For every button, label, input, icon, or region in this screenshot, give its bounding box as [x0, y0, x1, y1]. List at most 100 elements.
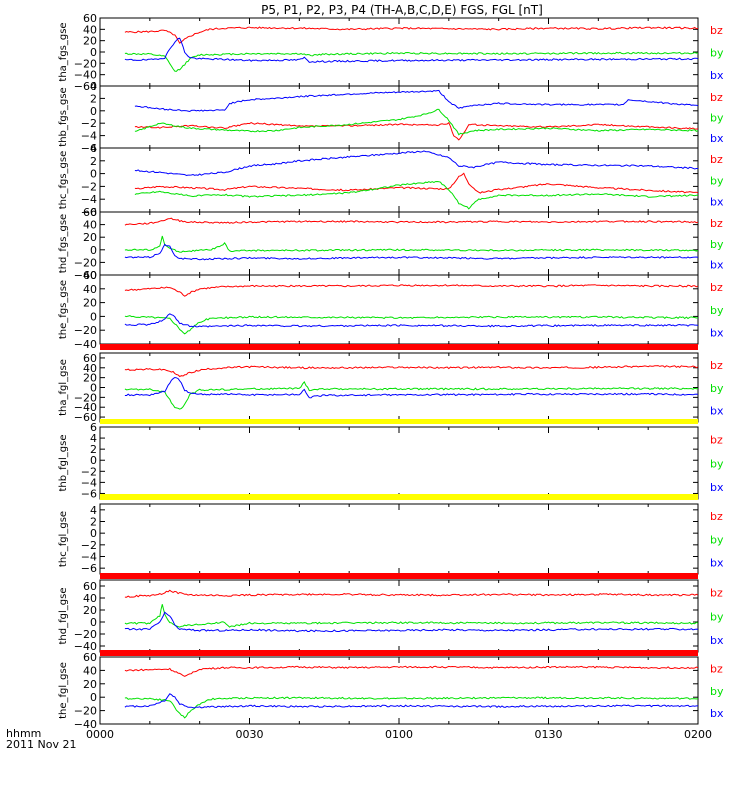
y-tick-label: 0 [90, 244, 97, 257]
x-tick-label: 0200 [684, 728, 712, 741]
y-tick-label: 4 [90, 80, 97, 93]
y-tick-label: 6 [90, 421, 97, 434]
x-tick-label: 0030 [236, 728, 264, 741]
y-tick-label: −6 [81, 562, 97, 575]
panel-frame [99, 352, 699, 423]
y-tick-label: 0 [90, 105, 97, 118]
legend-bz: bz [710, 663, 723, 676]
series-bz [124, 26, 698, 44]
panel-ylabel: thd_fgs_gse [58, 214, 69, 273]
legend-by: by [710, 174, 724, 187]
y-tick-label: 40 [83, 283, 97, 296]
y-tick-label: −6 [81, 142, 97, 155]
y-tick-label: −4 [81, 476, 97, 489]
plot-title: P5, P1, P2, P3, P4 (TH-A,B,C,D,E) FGS, F… [261, 3, 543, 17]
y-tick-label: −2 [81, 117, 97, 130]
series-bz [124, 665, 698, 677]
y-tick-label: 20 [83, 297, 97, 310]
y-tick-label: 20 [83, 35, 97, 48]
y-tick-label: 2 [90, 516, 97, 529]
series-bz [134, 172, 698, 194]
series-by [124, 380, 698, 410]
series-bz [134, 121, 698, 141]
y-tick-label: 40 [83, 219, 97, 232]
y-tick-label: 40 [83, 664, 97, 677]
panel-ylabel: tha_fgs_gse [58, 22, 69, 81]
legend-by: by [710, 238, 724, 251]
y-tick-label: −60 [74, 80, 97, 93]
y-tick-label: −20 [74, 628, 97, 641]
y-tick-label: −40 [74, 338, 97, 351]
series-bx [124, 376, 698, 399]
panel-ylabel: thb_fgl_gse [58, 435, 69, 492]
series-bz [124, 589, 698, 598]
y-tick-label: −40 [74, 401, 97, 414]
y-tick-label: 0 [90, 527, 97, 540]
legend-bz: bz [710, 510, 723, 523]
panel-frame [99, 147, 699, 213]
legend-bz: bz [710, 217, 723, 230]
y-tick-label: 0 [90, 310, 97, 323]
legend-by: by [710, 457, 724, 470]
series-bx [124, 243, 698, 261]
y-tick-label: −2 [81, 539, 97, 552]
panel-frame [99, 85, 699, 149]
series-by [134, 180, 698, 210]
y-tick-label: −2 [81, 465, 97, 478]
y-tick-label: 20 [83, 678, 97, 691]
y-tick-label: 2 [90, 155, 97, 168]
legend-by: by [710, 111, 724, 124]
legend-by: by [710, 533, 724, 546]
x-tick-label: 0130 [535, 728, 563, 741]
legend-by: by [710, 304, 724, 317]
legend-bz: bz [710, 91, 723, 104]
legend-bx: bx [710, 195, 724, 208]
series-bx [124, 611, 698, 633]
series-bx [124, 37, 698, 63]
y-tick-label: 40 [83, 362, 97, 375]
panel-ylabel: the_fgl_gse [58, 662, 69, 719]
series-bz [124, 284, 698, 297]
legend-by: by [710, 685, 724, 698]
legend-bx: bx [710, 259, 724, 272]
y-tick-label: 4 [90, 142, 97, 155]
series-by [124, 315, 698, 335]
legend-by: by [710, 46, 724, 59]
y-tick-label: −4 [81, 551, 97, 564]
y-tick-label: −20 [74, 57, 97, 70]
y-tick-label: 20 [83, 372, 97, 385]
series-by [124, 51, 698, 72]
y-tick-label: 60 [83, 206, 97, 219]
y-tick-label: 4 [90, 432, 97, 445]
panel-ylabel: thc_fgs_gse [58, 151, 69, 210]
y-tick-label: 40 [83, 23, 97, 36]
legend-bx: bx [710, 405, 724, 418]
y-tick-label: −20 [74, 324, 97, 337]
series-by [124, 235, 698, 253]
panel-frame [99, 579, 699, 653]
series-bx [124, 693, 698, 709]
y-tick-label: 60 [83, 269, 97, 282]
legend-by: by [710, 610, 724, 623]
y-tick-label: 60 [83, 580, 97, 593]
y-tick-label: −40 [74, 640, 97, 653]
y-tick-label: −2 [81, 180, 97, 193]
legend-bx: bx [710, 634, 724, 647]
y-tick-label: 0 [90, 46, 97, 59]
y-tick-label: −40 [74, 269, 97, 282]
panel-ylabel: thd_fgl_gse [58, 588, 69, 645]
panel-frame [99, 426, 699, 500]
legend-bz: bz [710, 587, 723, 600]
legend-bx: bx [710, 481, 724, 494]
y-tick-label: 0 [90, 454, 97, 467]
series-bx [124, 313, 698, 328]
